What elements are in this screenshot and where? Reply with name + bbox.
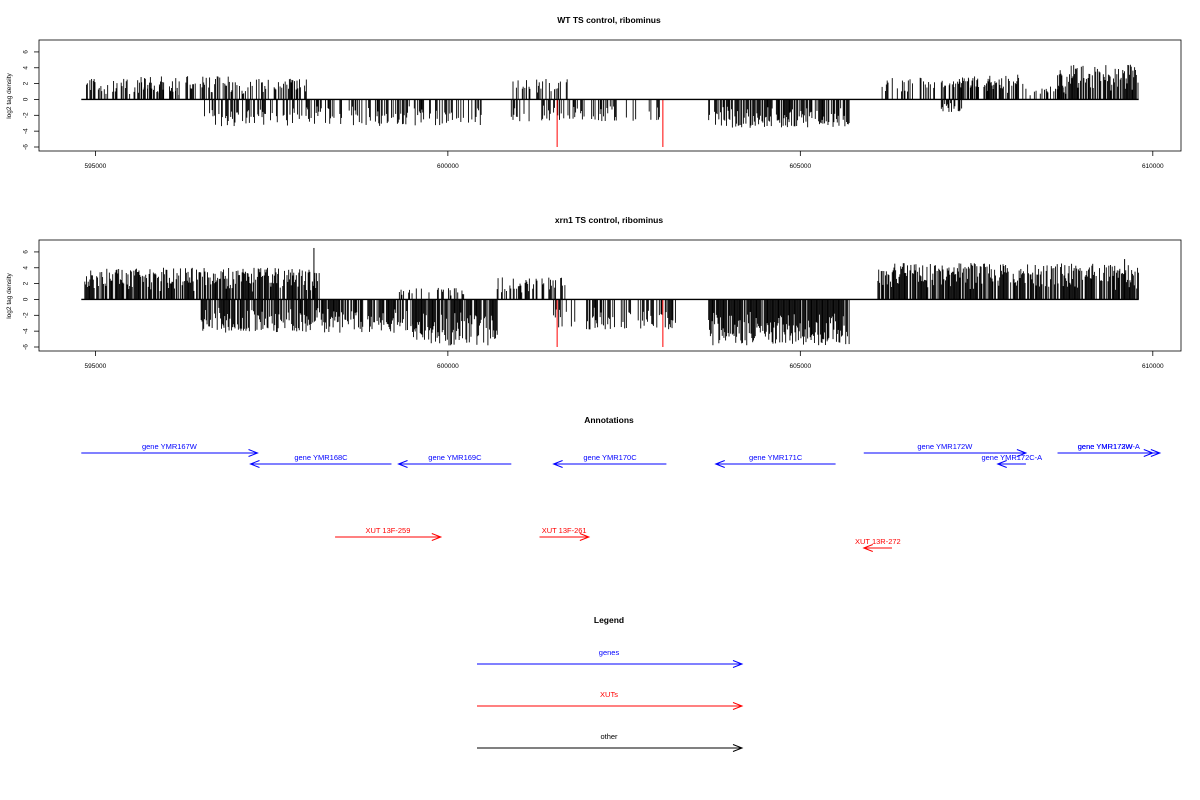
- xrn1-x-tick-label: 600000: [437, 363, 459, 370]
- legend-items: genes XUTs other: [477, 648, 744, 752]
- gene-feature-arrow: [1057, 449, 1155, 457]
- xrn1-axis-ticks: 595000 600000 605000 610000 6 4 2 0 -2 -4 -6: [23, 250, 1164, 370]
- legend-title: Legend: [594, 615, 624, 625]
- legend-gene-label: genes: [599, 648, 620, 657]
- xrn1-y-tick-label: -2: [23, 312, 30, 318]
- xrn1-highlight-marks: [556, 299, 664, 347]
- gene-feature-label: gene YMR167W: [142, 442, 198, 451]
- xrn1-y-tick-label: 2: [23, 281, 30, 285]
- legend-gene-arrow: [477, 660, 744, 668]
- gene-feature-label: gene YMR172W: [917, 442, 973, 451]
- wt-y-tick-label: 4: [23, 66, 30, 70]
- xrn1-y-tick-label: 0: [23, 297, 30, 301]
- xrn1-y-tick-label: 4: [23, 266, 30, 270]
- wt-y-tick-label: -2: [23, 112, 30, 118]
- wt-axis-ticks: 595000 600000 605000 610000 6 4 2 0 -2 -4 -6: [23, 50, 1164, 170]
- wt-x-tick-label: 605000: [789, 163, 811, 170]
- xrn1-y-axis-label: log2 tag density: [6, 272, 13, 318]
- xut-feature-label: XUT 13F-261: [542, 526, 587, 535]
- wt-y-axis-label: log2 tag density: [6, 72, 13, 118]
- wt-highlight-marks: [556, 99, 664, 147]
- annotations-title: Annotations: [584, 415, 634, 425]
- xrn1-x-tick-label: 605000: [789, 363, 811, 370]
- gene-feature-label: gene YMR170C: [583, 453, 637, 462]
- gene-feature-label: gene YMR171C: [749, 453, 803, 462]
- gene-feature-arrow: [552, 460, 667, 468]
- legend-panel: Legend genes XUTs other: [477, 615, 744, 752]
- gene-feature-arrow: [397, 460, 512, 468]
- gene-feature-label: gene YMR173W: [1078, 442, 1134, 451]
- wt-signal-bars: [86, 64, 1139, 128]
- wt-x-tick-label: 595000: [85, 163, 107, 170]
- xrn1-y-tick-label: -6: [23, 344, 30, 350]
- annotation-features: gene YMR167W gene YMR168C gene YMR169C gene…: [81, 442, 1162, 552]
- wt-y-tick-label: -6: [23, 144, 30, 150]
- legend-xut-label: XUTs: [600, 690, 618, 699]
- wt-y-tick-label: 2: [23, 81, 30, 85]
- wt-track-panel: WT TS control, ribominus log2 tag densit…: [6, 15, 1182, 170]
- xrn1-y-tick-label: -4: [23, 328, 30, 334]
- xrn1-x-tick-label: 595000: [85, 363, 107, 370]
- xrn1-signal-bars: [84, 247, 1139, 346]
- gene-feature-label: gene YMR172C-A: [981, 453, 1042, 462]
- xrn1-x-tick-label: 610000: [1142, 363, 1164, 370]
- xrn1-track-title: xrn1 TS control, ribominus: [555, 215, 663, 225]
- xut-feature-label: XUT 13F-259: [365, 526, 410, 535]
- xut-feature-arrow: [862, 544, 892, 552]
- gene-feature-arrow: [863, 449, 1028, 457]
- wt-x-tick-label: 600000: [437, 163, 459, 170]
- gene-feature-arrow: [81, 449, 259, 457]
- xut-feature-arrow: [539, 533, 591, 541]
- xut-feature-arrow: [335, 533, 443, 541]
- gene-feature-arrow: [714, 460, 836, 468]
- legend-other-label: other: [600, 732, 618, 741]
- xut-feature-label: XUT 13R-272: [855, 537, 901, 546]
- wt-y-tick-label: -4: [23, 128, 30, 134]
- wt-x-tick-label: 610000: [1142, 163, 1164, 170]
- gene-feature-label: gene YMR168C: [294, 453, 348, 462]
- gene-feature-label: gene YMR169C: [428, 453, 482, 462]
- wt-y-tick-label: 6: [23, 50, 30, 54]
- gene-feature-label: gene YMR172W-A: [1078, 442, 1140, 451]
- legend-xut-arrow: [477, 702, 744, 710]
- wt-y-tick-label: 0: [23, 97, 30, 101]
- wt-plot-frame: [38, 39, 1182, 152]
- xrn1-track-panel: xrn1 TS control, ribominus log2 tag dens…: [6, 215, 1182, 370]
- wt-track-title: WT TS control, ribominus: [557, 15, 661, 25]
- gene-feature-arrow: [249, 460, 392, 468]
- xrn1-plot-frame: [38, 239, 1182, 352]
- gene-feature-arrow: [996, 460, 1026, 468]
- legend-other-arrow: [477, 744, 744, 752]
- xrn1-y-tick-label: 6: [23, 250, 30, 254]
